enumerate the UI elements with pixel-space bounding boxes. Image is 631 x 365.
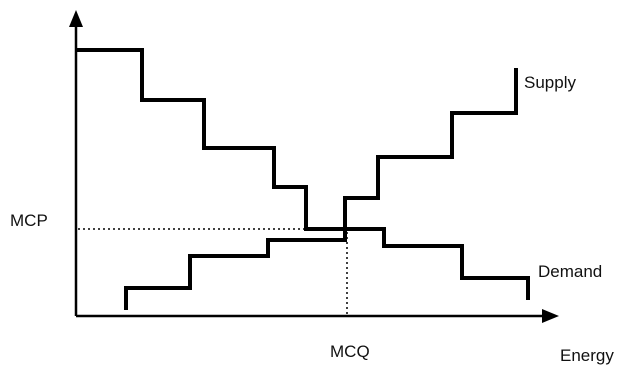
supply-label: Supply xyxy=(524,73,576,92)
x-axis-arrowhead xyxy=(542,309,559,323)
y-axis-arrowhead xyxy=(69,10,83,27)
mcp-label: MCP xyxy=(10,211,48,230)
mcq-label: MCQ xyxy=(330,342,370,361)
x-axis-label: Energy xyxy=(560,346,614,365)
demand-curve xyxy=(76,48,530,300)
demand-label: Demand xyxy=(538,262,602,281)
axes xyxy=(69,10,559,323)
supply-curve xyxy=(124,68,518,310)
